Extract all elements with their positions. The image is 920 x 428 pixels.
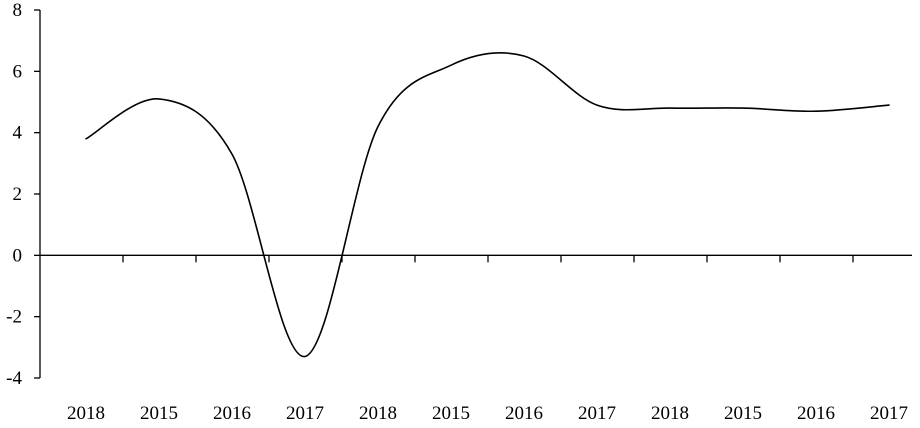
y-tick-label: 0 (13, 245, 23, 266)
y-tick-label: -4 (6, 368, 22, 389)
y-tick-label: 4 (13, 123, 23, 144)
x-tick-label: 2017 (286, 403, 324, 424)
x-tick-label: 2016 (797, 403, 835, 424)
series-line (85, 52, 890, 358)
y-tick-label: 8 (13, 0, 23, 21)
y-axis: -4 -2 0 2 4 6 8 (6, 0, 41, 389)
y-tick-label: -2 (6, 307, 22, 328)
x-axis: 2018 2015 2016 2017 2018 2015 2016 2017 2018 2015… (40, 254, 912, 424)
y-tick-label: 2 (13, 184, 23, 205)
x-tick-label: 2018 (359, 403, 397, 424)
series-layer (85, 52, 890, 358)
x-tick-label: 2016 (213, 403, 251, 424)
x-tick-label: 2016 (505, 403, 543, 424)
x-tick-label: 2015 (432, 403, 470, 424)
x-tick-label: 2015 (140, 403, 178, 424)
x-tick-label: 2018 (67, 403, 105, 424)
x-tick-label: 2017 (578, 403, 616, 424)
x-tick-label: 2015 (724, 403, 762, 424)
x-tick-label: 2017 (870, 403, 908, 424)
y-tick-label: 6 (13, 61, 23, 82)
x-tick-label: 2018 (651, 403, 689, 424)
